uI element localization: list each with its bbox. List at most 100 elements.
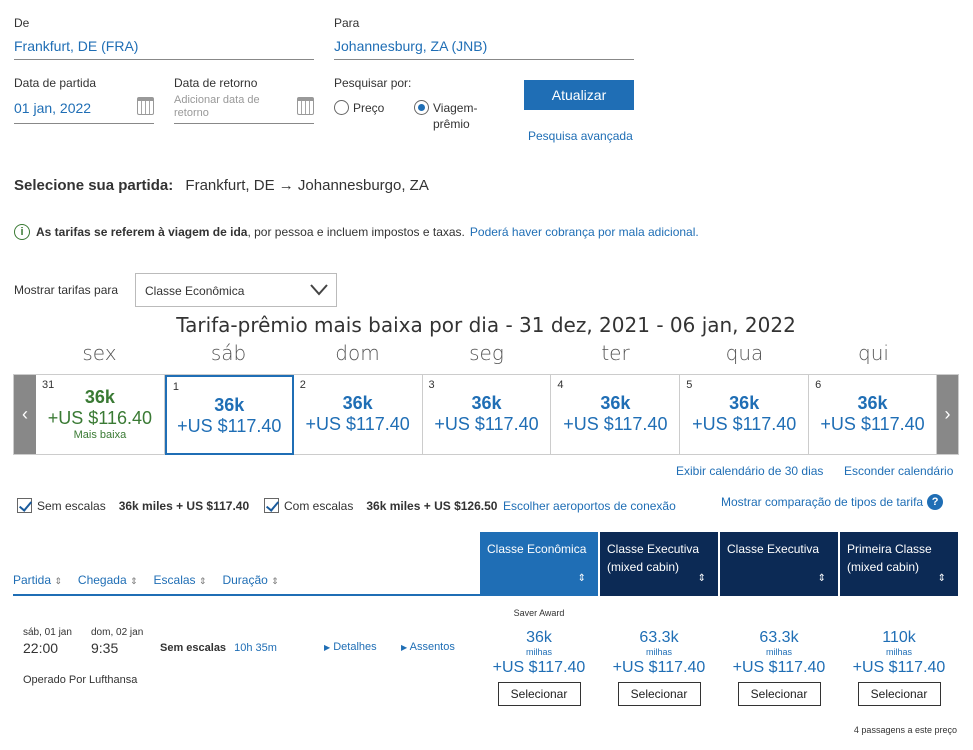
depart-label: Data de partida xyxy=(14,76,97,90)
show-30-day-link[interactable]: Exibir calendário de 30 dias xyxy=(676,464,824,478)
route-heading: Selecione sua partida: Frankfurt, DE → J… xyxy=(14,177,429,194)
sort-escalas[interactable]: Escalas ⇕ xyxy=(154,573,207,587)
details-label: Detalhes xyxy=(333,641,377,653)
fare-header-first-mixed[interactable]: Primeira Classe (mixed cabin) ⇕ xyxy=(840,532,958,596)
fare-header-label: Classe Executiva xyxy=(607,542,700,556)
day-miles: 36k xyxy=(857,393,888,413)
to-field[interactable]: Johannesburg, ZA (JNB) xyxy=(334,38,634,60)
fare-unit: milhas xyxy=(645,647,672,657)
calendar-day-cell[interactable]: 31 36k +US $116.40 Mais baixa xyxy=(36,375,165,455)
select-button[interactable]: Selecionar xyxy=(617,682,701,706)
baggage-link[interactable]: Poderá haver cobrança por mala adicional… xyxy=(469,225,699,239)
sort-arrows-icon: ⇕ xyxy=(54,576,62,586)
stops-text: Sem escalas xyxy=(160,642,227,654)
advanced-search-link[interactable]: Pesquisa avançada xyxy=(528,129,633,143)
fare-header-sublabel: (mixed cabin) xyxy=(847,560,920,574)
radio-price[interactable]: Preço xyxy=(334,100,384,115)
sort-chegada[interactable]: Chegada ⇕ xyxy=(78,573,138,587)
sort-label: Partida xyxy=(13,573,52,587)
stops-checkbox[interactable] xyxy=(264,498,279,513)
calendar-icon[interactable] xyxy=(297,97,314,115)
update-button[interactable]: Atualizar xyxy=(524,80,634,110)
sort-arrows-icon: ⇕ xyxy=(129,576,138,586)
stops-price: 36k miles + US $126.50 xyxy=(366,498,498,513)
stops-label: Com escalas xyxy=(284,498,354,513)
select-button[interactable]: Selecionar xyxy=(737,682,821,706)
fare-header-label: Classe Executiva xyxy=(727,542,820,556)
details-link[interactable]: ▶ Detalhes xyxy=(324,641,377,653)
sort-arrows-icon: ⇕ xyxy=(697,573,706,584)
seats-label: Assentos xyxy=(409,641,455,653)
calendar-prev-button[interactable]: ‹ xyxy=(14,375,36,454)
nonstop-checkbox[interactable] xyxy=(17,498,32,513)
stops-filter[interactable]: Com escalas 36k miles + US $126.50 xyxy=(264,498,497,513)
fare-miles: 63.3k xyxy=(759,629,799,646)
from-field[interactable]: Frankfurt, DE (FRA) xyxy=(14,38,314,60)
return-date-field[interactable]: Adicionar data de retorno xyxy=(174,94,314,124)
fare-price: +US $117.40 xyxy=(852,659,946,676)
radio-price-circle[interactable] xyxy=(334,100,349,115)
chevron-right-icon: › xyxy=(944,404,951,424)
day-price: +US $117.40 xyxy=(692,414,797,434)
day-price: +US $117.40 xyxy=(434,414,539,434)
passengers-note: 4 passagens a este preço xyxy=(853,725,957,735)
calendar-day-names: sex sáb dom seg ter qua qui xyxy=(35,341,938,365)
calendar-icon[interactable] xyxy=(137,97,154,115)
fare-miles: 63.3k xyxy=(639,629,679,646)
arrive-date: dom, 02 jan xyxy=(91,627,144,638)
fare-price: +US $117.40 xyxy=(612,659,706,676)
from-label: De xyxy=(14,16,30,30)
depart-date-field[interactable]: 01 jan, 2022 xyxy=(14,96,154,124)
sort-arrows-icon: ⇕ xyxy=(937,573,946,584)
day-price: +US $116.40 xyxy=(47,408,153,428)
return-label: Data de retorno xyxy=(174,76,258,90)
sort-label: Chegada xyxy=(77,573,127,587)
nonstop-filter[interactable]: Sem escalas 36k miles + US $117.40 xyxy=(17,498,249,513)
calendar-day-cell[interactable]: 4 36k +US $117.40 xyxy=(551,375,681,455)
chevron-left-icon: ‹ xyxy=(21,404,28,424)
select-button[interactable]: Selecionar xyxy=(497,682,581,706)
day-name: sáb xyxy=(210,341,247,365)
calendar-day-cell[interactable]: 5 36k +US $117.40 xyxy=(680,375,810,455)
day-price: +US $117.40 xyxy=(177,416,282,436)
fare-header-economy[interactable]: Classe Econômica ⇕ xyxy=(480,532,598,596)
calendar-strip: ‹ 31 36k +US $116.40 Mais baixa 1 36k +U… xyxy=(13,374,959,455)
calendar-day-cell-selected[interactable]: 1 36k +US $117.40 xyxy=(164,375,294,455)
sort-arrows-icon: ⇕ xyxy=(271,576,279,586)
info-icon: i xyxy=(14,224,30,240)
radio-award[interactable]: Viagem-prêmio xyxy=(414,100,483,132)
depart-time: 22:00 xyxy=(23,640,59,656)
fare-miles: 110k xyxy=(882,629,916,646)
calendar-day-cell[interactable]: 3 36k +US $117.40 xyxy=(423,375,552,455)
select-button[interactable]: Selecionar xyxy=(857,682,941,706)
results-header-rule xyxy=(13,594,480,596)
sort-partida[interactable]: Partida ⇕ xyxy=(13,573,62,587)
sort-headers: Partida ⇕ Chegada ⇕ Escalas ⇕ Duração ⇕ xyxy=(13,573,279,587)
radio-award-circle[interactable] xyxy=(414,100,429,115)
fare-unit: milhas xyxy=(885,647,912,657)
day-number: 6 xyxy=(815,379,822,391)
sort-arrows-icon: ⇕ xyxy=(198,576,207,586)
day-name: sex xyxy=(82,341,117,365)
fare-class-select[interactable]: Classe Econômica xyxy=(135,273,337,307)
calendar-day-cell[interactable]: 6 36k +US $117.40 xyxy=(809,375,937,455)
compare-link[interactable]: Mostrar comparação de tipos de tarifa xyxy=(721,495,924,509)
day-price: +US $117.40 xyxy=(305,414,410,434)
sort-arrows-icon: ⇕ xyxy=(817,573,826,584)
help-icon[interactable]: ? xyxy=(927,494,944,510)
fare-class-label: Mostrar tarifas para xyxy=(14,283,119,297)
fare-header-business-mixed[interactable]: Classe Executiva (mixed cabin) ⇕ xyxy=(600,532,718,596)
day-miles: 36k xyxy=(600,393,631,413)
compare-fares[interactable]: Mostrar comparação de tipos de tarifa ? xyxy=(721,494,944,510)
duration-text: 10h 35m xyxy=(234,642,277,654)
fare-header-business[interactable]: Classe Executiva ⇕ xyxy=(720,532,838,596)
choose-airports-link[interactable]: Escolher aeroportos de conexão xyxy=(503,499,676,513)
sort-arrows-icon: ⇕ xyxy=(577,573,586,584)
sort-duracao[interactable]: Duração ⇕ xyxy=(222,573,278,587)
hide-calendar-link[interactable]: Esconder calendário xyxy=(844,464,954,478)
seats-link[interactable]: ▶ Assentos xyxy=(401,641,455,653)
sort-label: Escalas xyxy=(153,573,196,587)
calendar-next-button[interactable]: › xyxy=(936,375,958,454)
fare-unit: milhas xyxy=(765,647,792,657)
calendar-day-cell[interactable]: 2 36k +US $117.40 xyxy=(294,375,423,455)
